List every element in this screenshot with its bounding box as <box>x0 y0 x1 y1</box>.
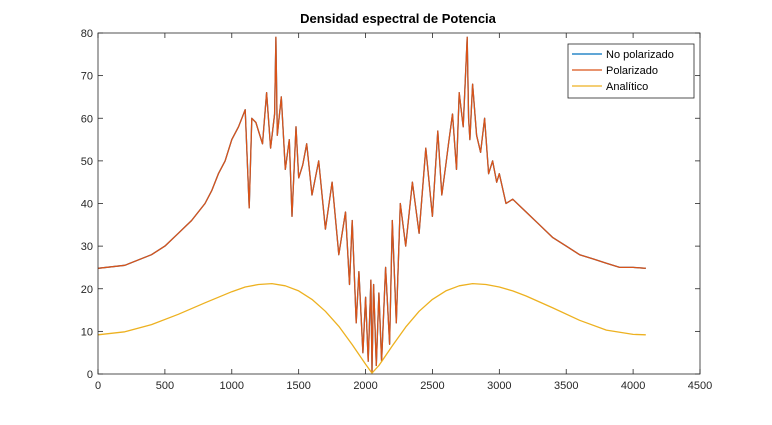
y-tick-label: 20 <box>81 284 93 296</box>
x-tick-label: 2000 <box>353 380 377 392</box>
x-tick-label: 3500 <box>554 380 578 392</box>
y-tick-label: 80 <box>81 28 93 40</box>
plot-lines <box>97 36 646 374</box>
y-tick-label: 0 <box>87 369 93 381</box>
x-tick-label: 1000 <box>220 380 244 392</box>
y-tick-label: 40 <box>81 199 93 211</box>
chart-title: Densidad espectral de Potencia <box>300 11 497 26</box>
x-tick-label: 2500 <box>420 380 444 392</box>
x-tick-label: 1500 <box>286 380 310 392</box>
y-tick-label: 60 <box>81 113 93 125</box>
series-line-polarizado <box>97 36 646 373</box>
y-tick-label: 10 <box>81 326 93 338</box>
x-tick-label: 4000 <box>621 380 645 392</box>
y-tick-label: 50 <box>81 156 93 168</box>
legend-box <box>567 43 695 99</box>
series-line-analitico <box>97 282 646 374</box>
x-tick-label: 0 <box>95 380 101 392</box>
legend-label: No polarizado <box>606 49 674 61</box>
y-tick-label: 30 <box>81 241 93 253</box>
legend-label: Analítico <box>606 81 648 93</box>
x-tick-label: 3000 <box>487 380 511 392</box>
x-tick-label: 500 <box>156 380 174 392</box>
legend: No polarizado Polarizado Analítico <box>567 43 695 99</box>
y-tick-label: 70 <box>81 71 93 83</box>
legend-label: Polarizado <box>606 65 658 77</box>
x-tick-label: 4500 <box>688 380 712 392</box>
axis-ticks: 0 500 1000 1500 2000 2500 3000 3500 4000 4500 0 10 2… <box>81 28 712 392</box>
